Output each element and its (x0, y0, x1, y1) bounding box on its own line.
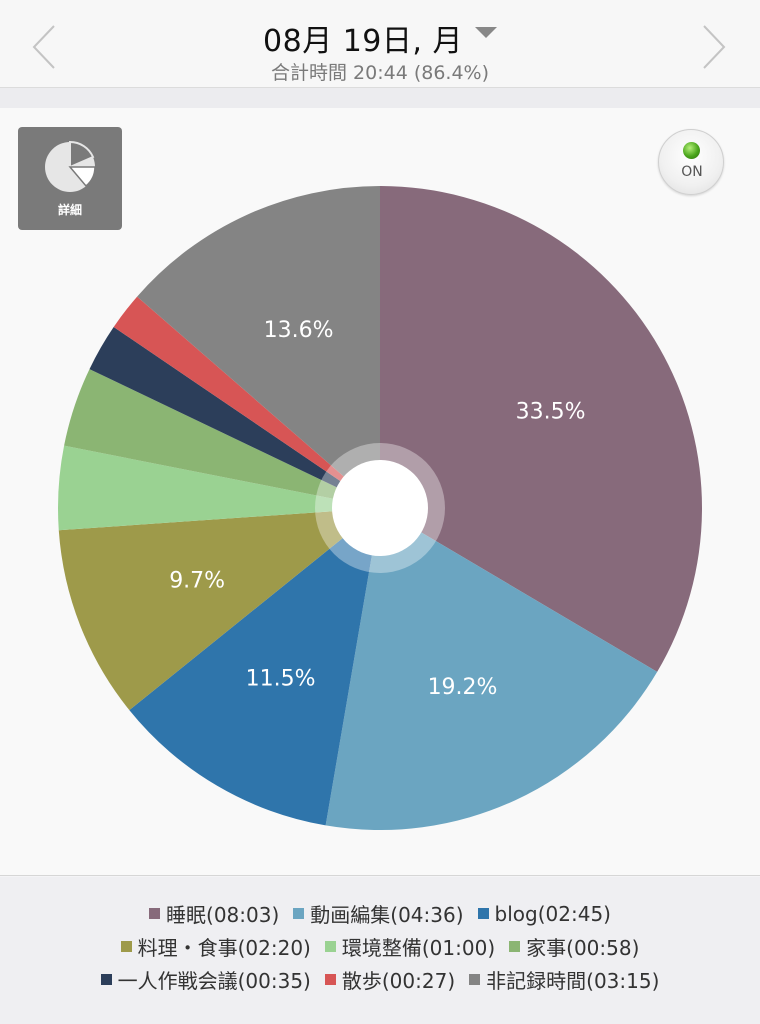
total-time-text: 合計時間 20:44 (86.4%) (270, 62, 490, 84)
legend-swatch (120, 941, 132, 952)
legend-label: 環境整備(01:00) (341, 936, 496, 960)
legend-item: 睡眠(08:03) (149, 899, 279, 928)
legend-category-name: 動画編集 (310, 903, 391, 927)
pie-chart-icon (45, 140, 96, 192)
triangle-down-icon[interactable] (474, 26, 497, 38)
legend-category-name: 睡眠 (166, 903, 206, 927)
legend-category-name: 一人作戦会議 (117, 969, 238, 993)
legend-category-time: 00:27 (389, 969, 448, 993)
legend-category-name: 散歩 (341, 969, 382, 993)
legend-item: 料理・食事(02:20) (120, 932, 311, 961)
legend-category-name: 環境整備 (341, 936, 422, 960)
chevron-left-icon[interactable] (30, 22, 60, 72)
pie-slice-label-3: 11.5% (246, 666, 316, 691)
legend-category-time: 02:20 (245, 936, 304, 960)
date-header: 08月 19日, 月 合計時間 20:44 (86.4%) (0, 0, 760, 88)
legend-category-time: 03:15 (593, 969, 652, 993)
pie-slice-1[interactable] (380, 186, 703, 672)
detail-button-label: 詳細 (57, 203, 82, 217)
date-title[interactable]: 08月 19日, 月 (263, 24, 463, 59)
legend-category-name: 非記録時間 (486, 969, 587, 993)
pie-slice-label-9: 13.6% (264, 318, 334, 343)
legend: 睡眠(08:03) 動画編集(04:36) blog(02:45) 料理・食事(02… (0, 877, 760, 1024)
legend-swatch (324, 974, 336, 985)
pie-slice-9[interactable] (137, 186, 380, 508)
pie-slice-label-1: 33.5% (516, 400, 586, 425)
legend-item: 非記録時間(03:15) (469, 965, 659, 994)
on-toggle-button[interactable]: ON (658, 129, 724, 195)
on-toggle-label: ON (681, 164, 703, 180)
legend-label: 料理・食事(02:20) (137, 936, 311, 960)
legend-label: 非記録時間(03:15) (486, 969, 660, 993)
legend-row-2: 料理・食事(02:20) 環境整備(01:00) 家事(00:58) (0, 932, 760, 961)
legend-category-time: 08:03 (213, 903, 272, 927)
pie-slice-6[interactable] (64, 369, 380, 508)
legend-swatch (100, 974, 112, 985)
legend-item: 家事(00:58) (509, 932, 639, 961)
pie-slice-label-4: 9.7% (169, 569, 225, 594)
legend-row-1: 睡眠(08:03) 動画編集(04:36) blog(02:45) (0, 899, 760, 928)
pie-slice-7[interactable] (89, 327, 380, 508)
date-selector[interactable]: 08月 19日, 月 (0, 16, 760, 60)
legend-swatch (477, 908, 489, 919)
legend-label: 睡眠(08:03) (166, 903, 280, 927)
legend-item: 一人作戦会議(00:35) (100, 965, 311, 994)
pie-slice-3[interactable] (129, 508, 380, 826)
legend-category-time: 00:35 (245, 969, 304, 993)
legend-label: 家事(00:58) (526, 936, 640, 960)
legend-swatch (469, 974, 481, 985)
legend-swatch (509, 941, 521, 952)
legend-swatch (293, 908, 305, 919)
header-separator (0, 88, 760, 108)
legend-item: 動画編集(04:36) (293, 899, 464, 928)
legend-label: blog(02:45) (494, 901, 611, 926)
pie-slice-8[interactable] (113, 296, 380, 508)
legend-swatch (324, 941, 336, 952)
chevron-right-icon[interactable] (698, 22, 728, 72)
pie-center-hole (332, 460, 428, 556)
detail-button[interactable]: 詳細 (18, 127, 122, 230)
legend-row-3: 一人作戦会議(00:35) 散歩(00:27) 非記録時間(03:15) (0, 965, 760, 994)
legend-category-time: 02:45 (545, 901, 604, 926)
legend-category-name: 料理・食事 (137, 936, 238, 960)
pie-slice-2[interactable] (325, 508, 658, 830)
green-led-icon (683, 142, 700, 159)
legend-category-name: 家事 (526, 936, 567, 960)
legend-label: 一人作戦会議(00:35) (117, 969, 311, 993)
legend-item: blog(02:45) (477, 899, 611, 928)
pie-slice-5[interactable] (58, 445, 381, 531)
legend-item: 環境整備(01:00) (324, 932, 496, 961)
pie-slice-label-2: 19.2% (428, 675, 498, 700)
legend-category-time: 00:58 (573, 936, 632, 960)
pie-slice-4[interactable] (58, 508, 381, 711)
legend-category-time: 04:36 (398, 903, 456, 927)
pie-chart: 33.5% 19.2% 11.5% 9.7% 13.6% (58, 186, 703, 830)
legend-label: 散歩(00:27) (341, 969, 456, 993)
legend-item: 散歩(00:27) (324, 965, 456, 994)
legend-label: 動画編集(04:36) (310, 903, 464, 927)
legend-category-name: blog (494, 901, 538, 926)
legend-category-time: 01:00 (429, 936, 488, 960)
legend-swatch (149, 908, 160, 919)
